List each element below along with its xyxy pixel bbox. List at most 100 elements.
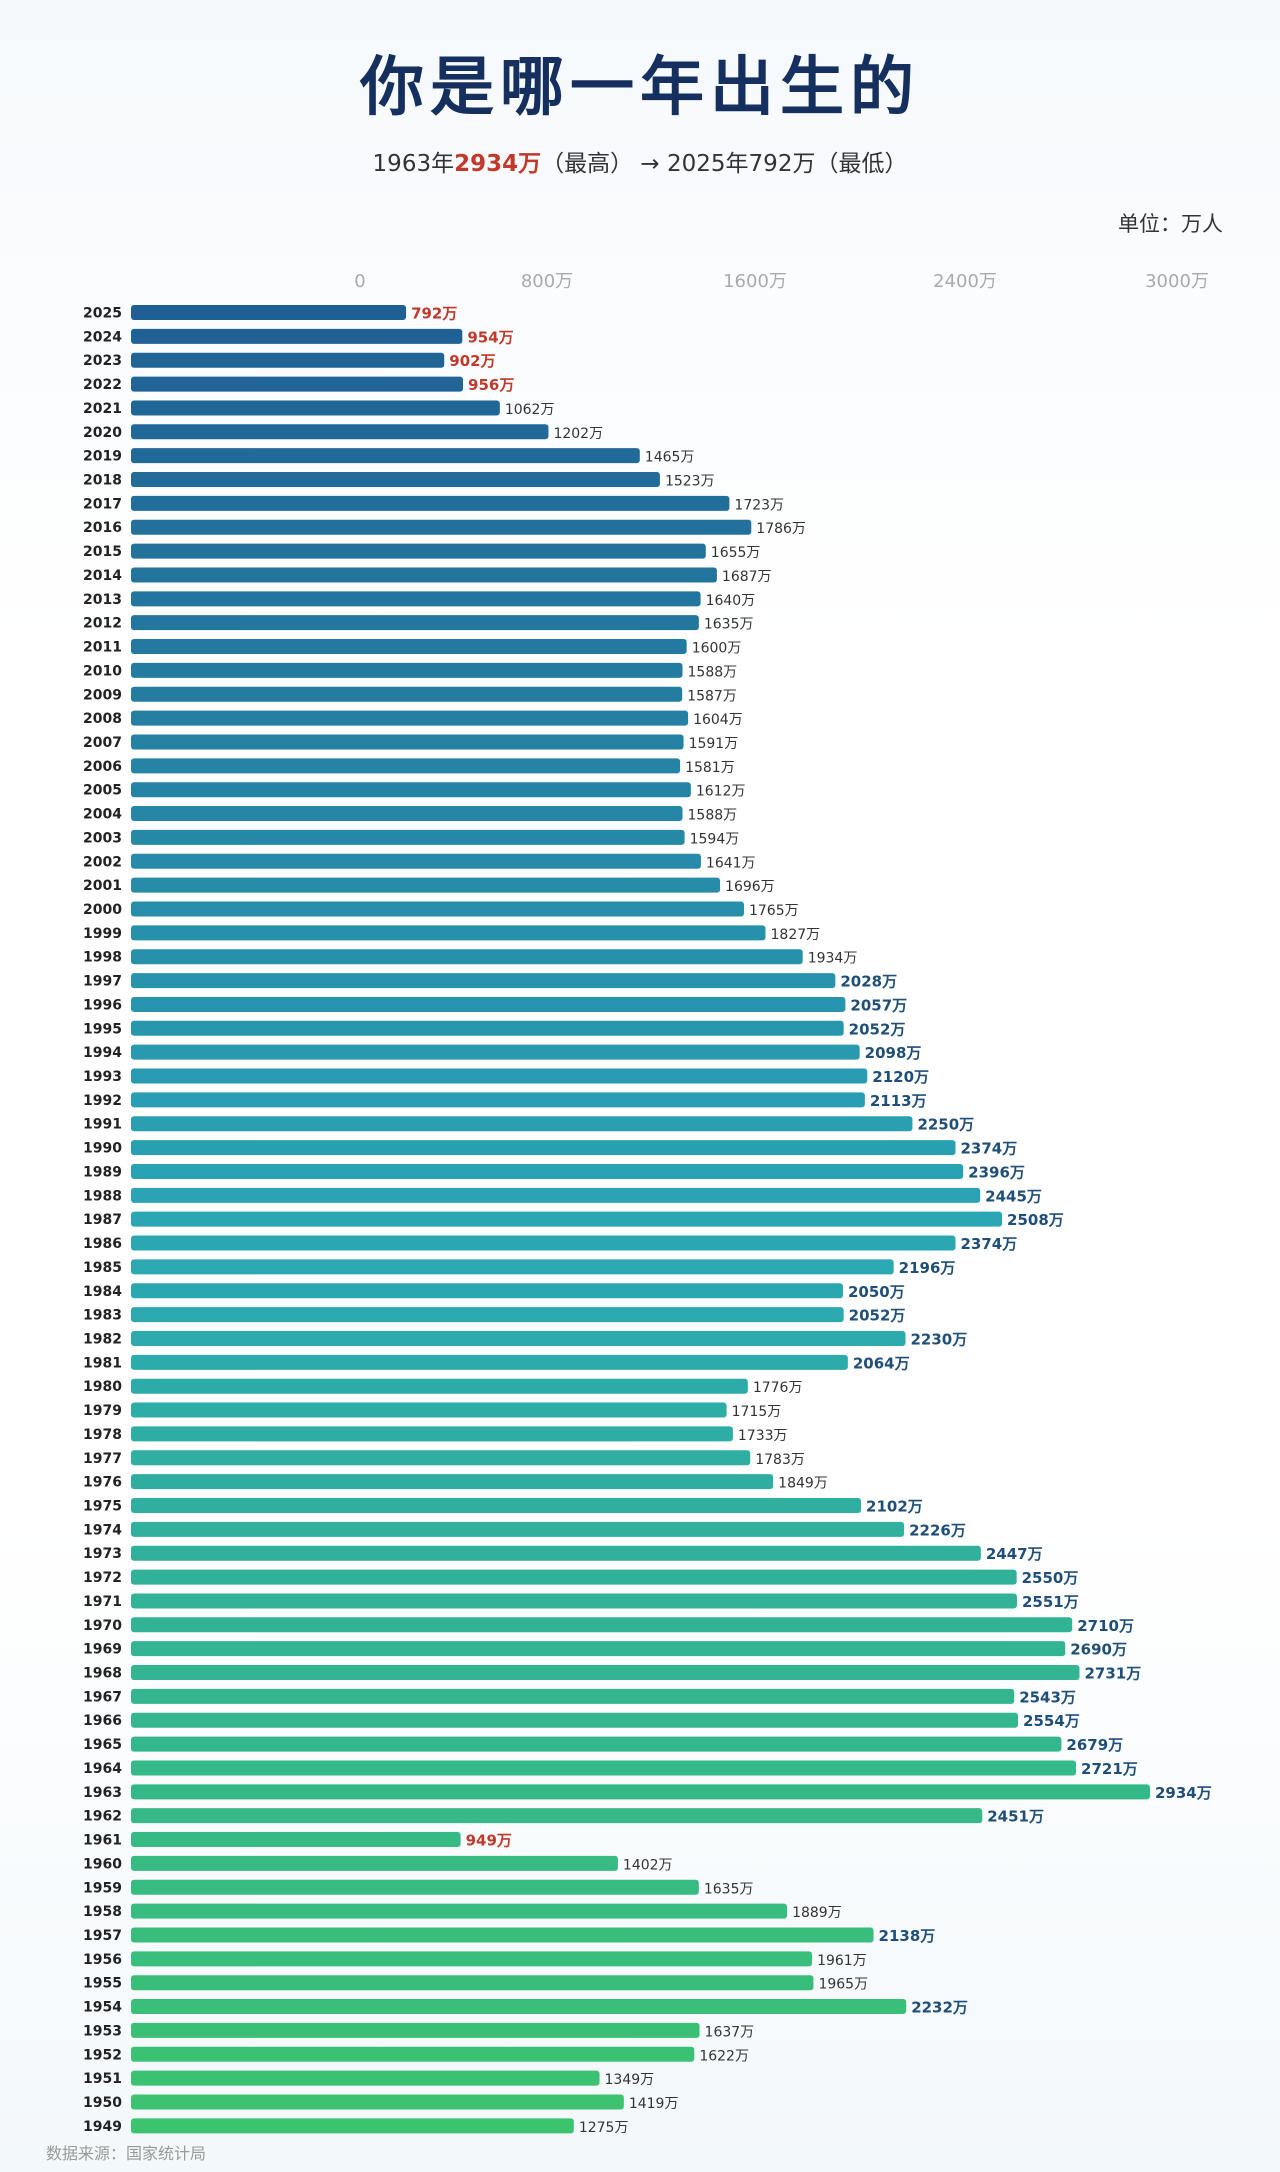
year-label: 1959 <box>83 1880 122 1896</box>
value-label: 1849万 <box>778 1476 828 1492</box>
bar <box>131 1235 956 1251</box>
year-label: 1977 <box>83 1451 122 1467</box>
value-label: 2679万 <box>1066 1736 1123 1754</box>
value-label: 1696万 <box>725 879 775 895</box>
year-label: 1950 <box>83 2095 122 2111</box>
value-label: 1465万 <box>645 450 695 466</box>
bar <box>131 495 730 511</box>
value-label: 2447万 <box>986 1545 1043 1563</box>
value-label: 2934万 <box>1155 1784 1212 1802</box>
value-label: 1635万 <box>704 1881 754 1897</box>
subtitle-part1: 1963年 <box>372 151 455 177</box>
year-label: 1966 <box>83 1713 122 1729</box>
bar <box>131 782 691 798</box>
bar <box>131 1498 862 1513</box>
bar <box>131 1665 1080 1681</box>
year-label: 1970 <box>83 1618 122 1634</box>
bar <box>131 1617 1073 1633</box>
year-label: 1981 <box>83 1355 122 1371</box>
bar <box>131 1927 874 1943</box>
value-label: 2550万 <box>1022 1569 1079 1587</box>
value-label: 2508万 <box>1007 1211 1064 1229</box>
subtitle-part2: （最高） <box>541 151 634 177</box>
value-label: 1062万 <box>505 402 555 418</box>
subtitle-highlight: 2934万 <box>454 151 542 177</box>
bar <box>131 472 660 488</box>
year-label: 1973 <box>83 1546 122 1562</box>
value-label: 2028万 <box>840 973 897 991</box>
bar <box>131 1092 865 1108</box>
year-label: 1962 <box>83 1809 122 1825</box>
year-label: 1994 <box>83 1045 122 1061</box>
bar <box>131 448 640 464</box>
value-label: 2721万 <box>1081 1760 1138 1778</box>
x-tick-label: 0 <box>354 271 365 292</box>
bar <box>131 639 687 655</box>
value-label: 2052万 <box>849 1307 906 1325</box>
value-label: 1961万 <box>817 1953 867 1969</box>
bar <box>131 877 721 893</box>
chart-title: 你是哪一年出生的 <box>360 51 920 125</box>
value-label: 2710万 <box>1077 1617 1134 1635</box>
bar <box>131 1879 699 1895</box>
bars: 2025 792万 2024 954万 2023 902万 2022 956万 2021 1062… <box>83 305 1212 2136</box>
year-label: 1998 <box>83 950 122 966</box>
year-label: 1997 <box>83 974 122 990</box>
year-label: 1967 <box>83 1689 122 1705</box>
bar <box>131 1832 461 1848</box>
year-label: 1954 <box>83 2000 122 2016</box>
value-label: 2690万 <box>1070 1641 1127 1659</box>
value-label: 2057万 <box>850 996 907 1014</box>
value-label: 1612万 <box>696 784 746 800</box>
year-label: 2010 <box>83 663 122 679</box>
value-label: 2098万 <box>865 1044 922 1062</box>
year-label: 1986 <box>83 1236 122 1252</box>
value-label: 1588万 <box>688 664 738 680</box>
value-label: 2250万 <box>917 1116 974 1134</box>
year-label: 1971 <box>83 1594 122 1610</box>
bar <box>131 662 683 678</box>
value-label: 2396万 <box>968 1163 1025 1181</box>
year-label: 2005 <box>83 783 122 799</box>
value-label: 2113万 <box>870 1092 927 1110</box>
value-label: 2551万 <box>1022 1593 1079 1611</box>
bar <box>131 1855 618 1871</box>
year-label: 1991 <box>83 1117 122 1133</box>
value-label: 2554万 <box>1023 1712 1080 1730</box>
value-label: 1523万 <box>665 474 715 490</box>
bar <box>131 1569 1017 1585</box>
value-label: 2230万 <box>910 1330 967 1348</box>
year-label: 2003 <box>83 830 122 846</box>
value-label: 1591万 <box>689 736 739 752</box>
value-label: 954万 <box>467 328 513 346</box>
value-label: 2543万 <box>1019 1688 1076 1706</box>
year-label: 1976 <box>83 1475 122 1491</box>
year-label: 2018 <box>83 473 122 489</box>
value-label: 1349万 <box>605 2072 655 2088</box>
value-label: 1604万 <box>693 712 743 728</box>
year-label: 2019 <box>83 449 122 465</box>
value-label: 1733万 <box>738 1428 788 1444</box>
bar <box>131 1521 905 1537</box>
year-label: 1980 <box>83 1379 122 1395</box>
bar <box>131 400 500 416</box>
year-label: 1993 <box>83 1069 122 1085</box>
bar <box>131 567 717 583</box>
value-label: 1934万 <box>808 951 858 967</box>
bar <box>131 925 766 941</box>
year-label: 1987 <box>83 1212 122 1228</box>
year-label: 2020 <box>83 425 122 441</box>
bar <box>131 305 407 320</box>
value-label: 1402万 <box>623 1857 673 1873</box>
bar <box>131 1163 964 1179</box>
bar <box>131 1330 906 1346</box>
bar <box>131 686 683 702</box>
year-label: 1995 <box>83 1021 122 1037</box>
year-label: 1955 <box>83 1976 122 1992</box>
value-label: 2064万 <box>853 1354 910 1372</box>
bar <box>131 424 549 440</box>
value-label: 2451万 <box>987 1808 1044 1826</box>
value-label: 2138万 <box>879 1927 936 1945</box>
year-label: 1985 <box>83 1260 122 1276</box>
year-label: 1988 <box>83 1188 122 1204</box>
